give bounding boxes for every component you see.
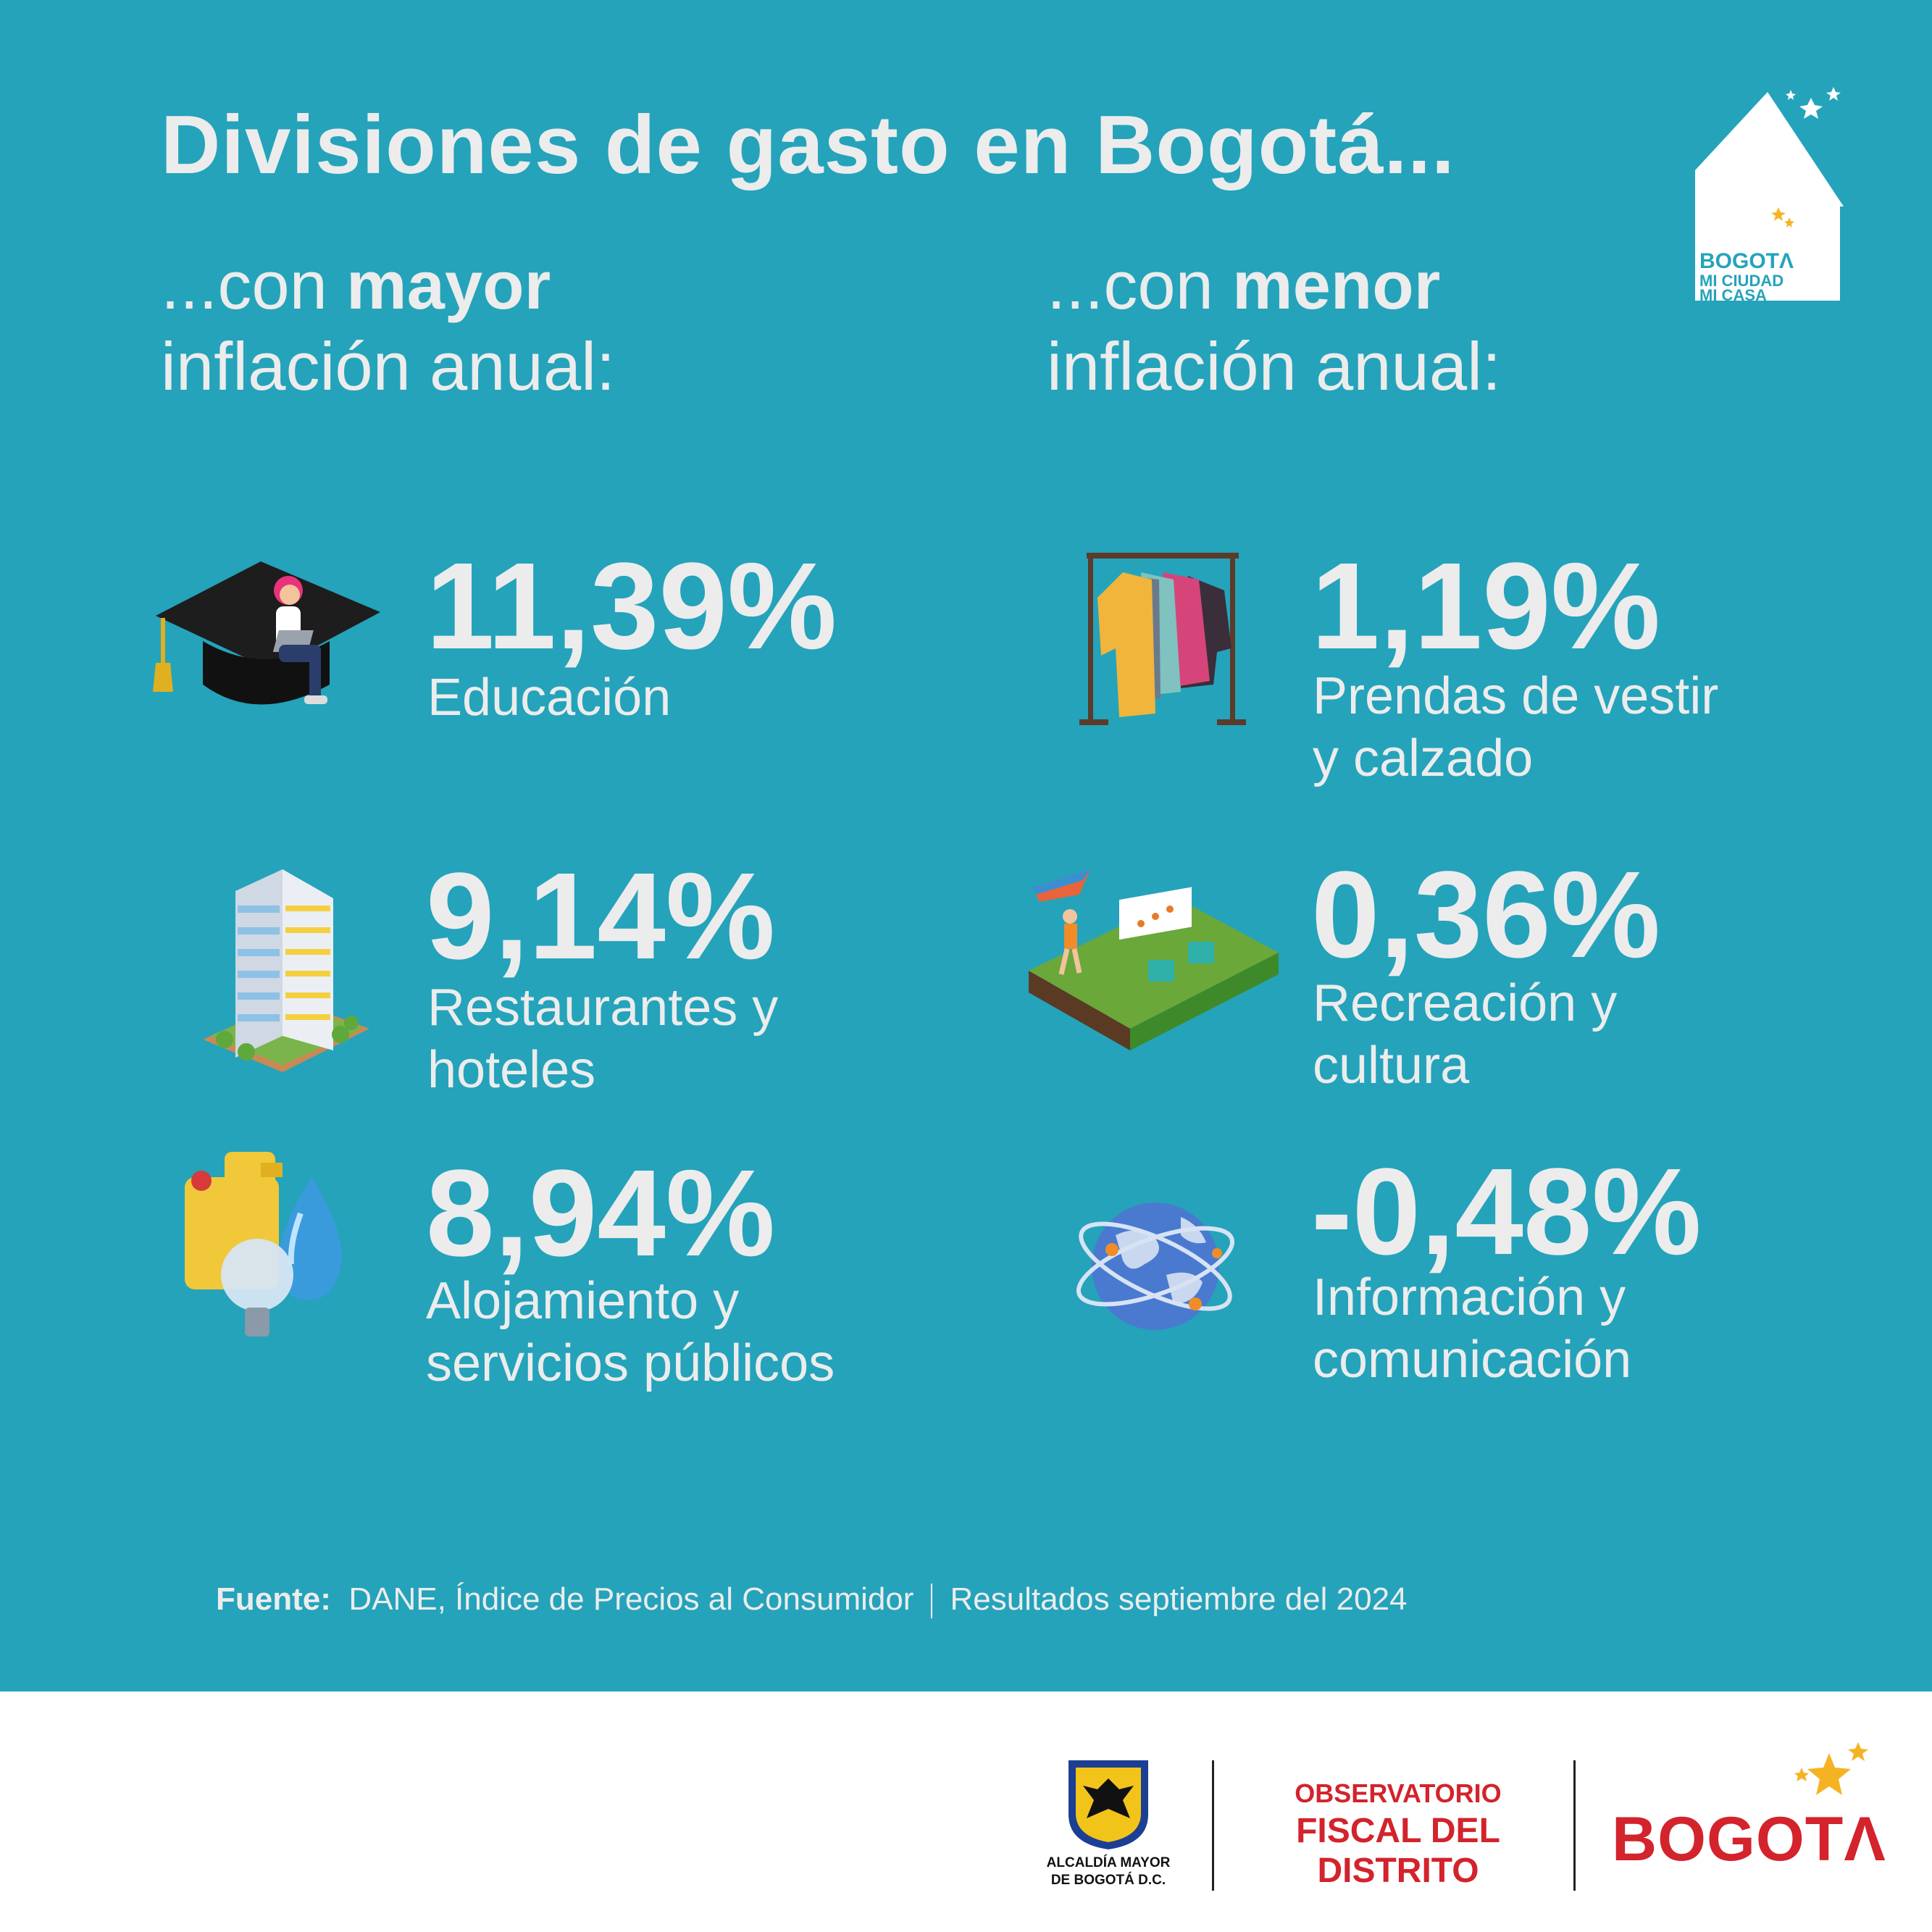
menor-3-label-line1: Información y — [1313, 1268, 1626, 1326]
alcaldia-text: ALCALDÍA MAYOR DE BOGOTÁ D.C. — [1025, 1854, 1192, 1889]
heading-menor-prefix: ...con — [1047, 247, 1233, 323]
heading-menor: ...con menor inflación anual: — [1047, 245, 1501, 407]
footer-divider-2 — [1573, 1760, 1576, 1891]
mayor-3-value: 8,94% — [426, 1145, 776, 1282]
heading-menor-line2: inflación anual: — [1047, 328, 1502, 404]
menor-3-value: -0,48% — [1311, 1143, 1702, 1281]
source-note: Fuente: DANE, Índice de Precios al Consu… — [216, 1581, 1408, 1619]
heading-mayor: ...con mayor inflación anual: — [161, 245, 615, 407]
bogota-house-logo: BOGOTΛ MI CIUDAD MI CASA — [1695, 87, 1844, 304]
heading-mayor-bold: mayor — [346, 247, 551, 323]
globe-network-icon — [1076, 1203, 1235, 1330]
observatorio-line1: OBSERVATORIO — [1295, 1778, 1502, 1808]
menor-2-label-line2: cultura — [1313, 1037, 1470, 1095]
mayor-3-label: Alojamiento y servicios públicos — [426, 1270, 835, 1394]
mayor-3-label-line1: Alojamiento y — [426, 1272, 740, 1330]
source-divider — [931, 1584, 933, 1619]
house-logo-line2: MI CIUDAD — [1699, 272, 1783, 290]
menor-1-label-line1: Prendas de vestir — [1313, 667, 1719, 725]
footer-divider-1 — [1212, 1760, 1214, 1891]
mayor-2-label-line2: hoteles — [427, 1041, 596, 1099]
mayor-2-label-line1: Restaurantes y — [427, 979, 779, 1037]
alcaldia-line2: DE BOGOTÁ D.C. — [1050, 1873, 1166, 1888]
menor-2-label-line1: Recreación y — [1313, 974, 1618, 1032]
source-label: Fuente: — [216, 1581, 331, 1617]
mayor-3-label-line2: servicios públicos — [426, 1334, 835, 1392]
heading-mayor-line2: inflación anual: — [161, 328, 616, 404]
source-date: Resultados septiembre del 2024 — [950, 1581, 1408, 1617]
mayor-1-value: 11,39% — [426, 538, 837, 675]
mayor-1-label-line1: Educación — [427, 669, 672, 727]
menor-2-label: Recreación y cultura — [1313, 972, 1617, 1097]
utilities-gas-water-light-icon — [185, 1152, 342, 1337]
hotel-building-icon — [203, 869, 369, 1072]
mayor-2-value: 9,14% — [426, 848, 776, 985]
source-text: DANE, Índice de Precios al Consumidor — [348, 1581, 914, 1617]
page-title: Divisiones de gasto en Bogotá... — [161, 99, 1455, 191]
bogota-stars-icon — [1794, 1742, 1868, 1795]
menor-3-label: Información y comunicación — [1313, 1266, 1631, 1391]
house-logo-line3: MI CASA — [1699, 286, 1767, 304]
heading-menor-bold: menor — [1232, 247, 1441, 323]
menor-1-value: 1,19% — [1311, 538, 1661, 675]
park-recreation-icon — [1029, 869, 1279, 1050]
infographic-panel: Divisiones de gasto en Bogotá... BOGOTΛ … — [0, 0, 1932, 1691]
house-logo-line1: BOGOTΛ — [1699, 249, 1794, 273]
alcaldia-coat-of-arms-icon — [1069, 1760, 1148, 1849]
heading-mayor-prefix: ...con — [161, 247, 347, 323]
alcaldia-line1: ALCALDÍA MAYOR — [1046, 1855, 1171, 1870]
bogota-logo-text: BOGOTΛ — [1612, 1805, 1886, 1874]
mayor-1-label: Educación — [427, 666, 671, 729]
menor-1-label-line2: y calzado — [1313, 729, 1534, 787]
menor-1-label: Prendas de vestir y calzado — [1313, 665, 1718, 790]
graduation-cap-student-icon — [153, 561, 380, 705]
observatorio-line2: FISCAL DEL DISTRITO — [1296, 1812, 1500, 1890]
clothes-rack-icon — [1079, 553, 1246, 725]
menor-2-value: 0,36% — [1311, 846, 1661, 984]
menor-3-label-line2: comunicación — [1313, 1331, 1632, 1389]
mayor-2-label: Restaurantes y hoteles — [427, 977, 778, 1101]
